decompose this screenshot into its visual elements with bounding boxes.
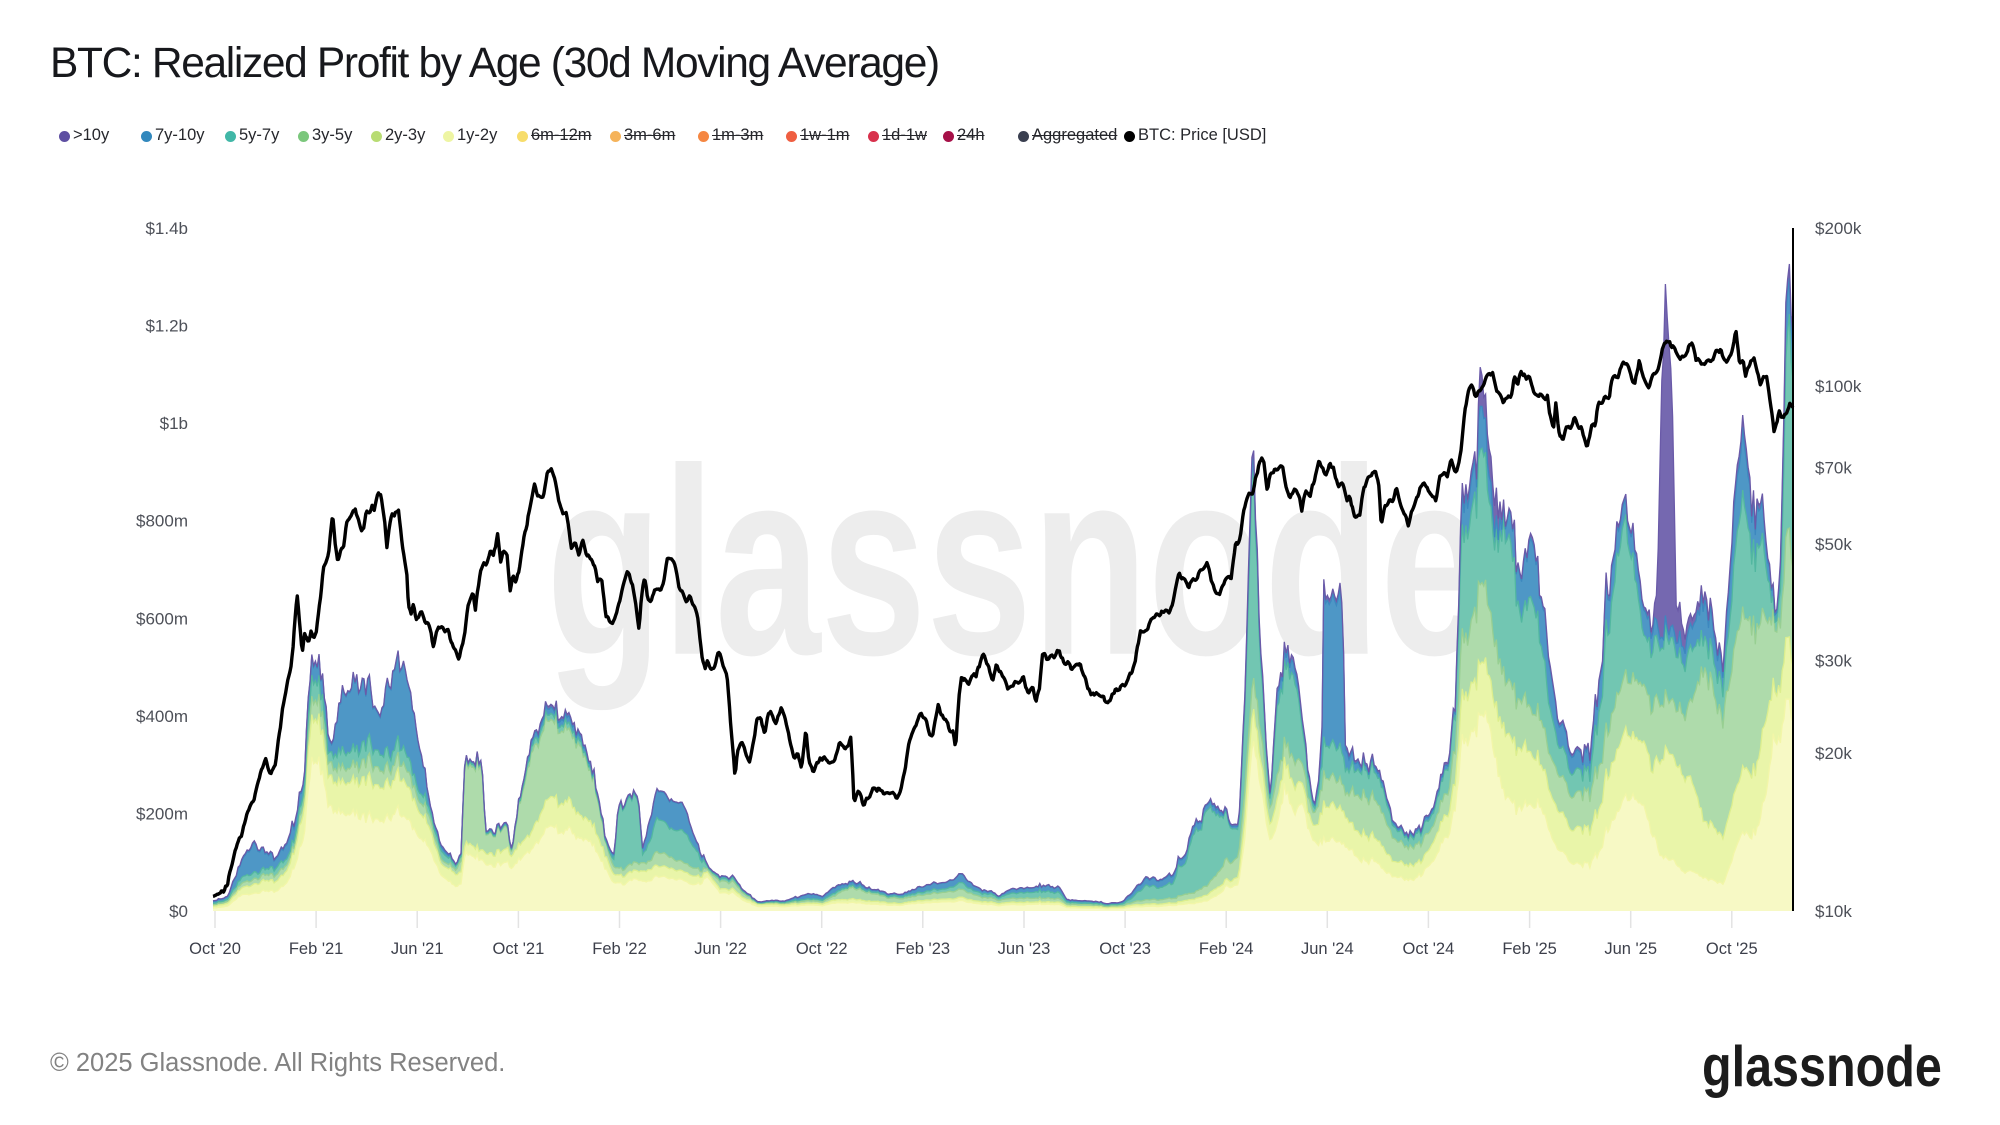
svg-text:Oct '22: Oct '22 xyxy=(796,940,848,958)
svg-text:$20k: $20k xyxy=(1815,744,1852,763)
svg-text:Feb '23: Feb '23 xyxy=(896,940,951,958)
svg-text:$50k: $50k xyxy=(1815,535,1852,554)
svg-text:Jun '22: Jun '22 xyxy=(694,940,747,958)
svg-text:$200m: $200m xyxy=(136,804,188,823)
svg-text:Jun '21: Jun '21 xyxy=(391,940,444,958)
svg-text:$600m: $600m xyxy=(136,609,188,628)
svg-text:Oct '20: Oct '20 xyxy=(189,940,241,958)
svg-text:Feb '25: Feb '25 xyxy=(1502,940,1557,958)
svg-text:Feb '24: Feb '24 xyxy=(1199,940,1254,958)
svg-text:$0: $0 xyxy=(169,902,188,921)
svg-text:$100k: $100k xyxy=(1815,377,1862,396)
svg-text:Feb '21: Feb '21 xyxy=(289,940,344,958)
svg-text:glassnode: glassnode xyxy=(1702,1035,1942,1099)
svg-text:$10k: $10k xyxy=(1815,902,1852,921)
svg-text:$200k: $200k xyxy=(1815,219,1862,238)
svg-text:glassnode: glassnode xyxy=(546,413,1486,710)
svg-text:$1b: $1b xyxy=(160,414,188,433)
svg-text:Oct '21: Oct '21 xyxy=(493,940,545,958)
svg-text:Feb '22: Feb '22 xyxy=(592,940,647,958)
svg-text:$30k: $30k xyxy=(1815,652,1852,671)
svg-text:Jun '23: Jun '23 xyxy=(998,940,1051,958)
svg-text:$1.2b: $1.2b xyxy=(145,317,188,336)
svg-text:Jun '24: Jun '24 xyxy=(1301,940,1354,958)
svg-text:Jun '25: Jun '25 xyxy=(1604,940,1657,958)
svg-text:Oct '24: Oct '24 xyxy=(1403,940,1455,958)
svg-text:Oct '25: Oct '25 xyxy=(1706,940,1758,958)
svg-text:Oct '23: Oct '23 xyxy=(1099,940,1151,958)
svg-text:$800m: $800m xyxy=(136,512,188,531)
svg-text:$1.4b: $1.4b xyxy=(145,219,188,238)
svg-text:$400m: $400m xyxy=(136,707,188,726)
svg-text:$70k: $70k xyxy=(1815,458,1852,477)
